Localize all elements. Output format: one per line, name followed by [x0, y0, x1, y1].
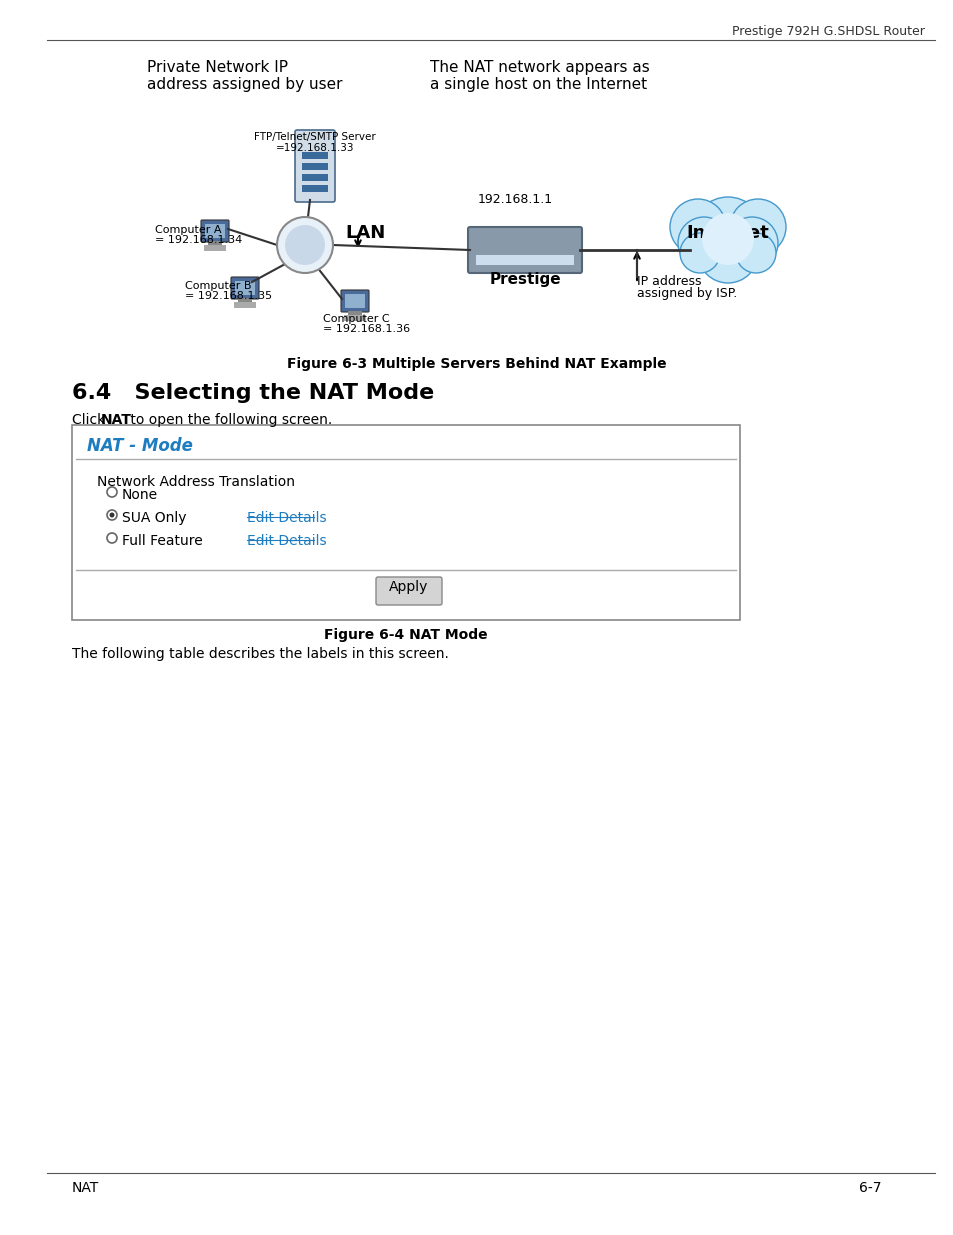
Text: Internet: Internet — [686, 224, 768, 242]
FancyBboxPatch shape — [231, 277, 258, 299]
Text: Network Address Translation: Network Address Translation — [97, 475, 294, 489]
Circle shape — [701, 212, 753, 266]
Circle shape — [110, 513, 114, 517]
Text: = 192.168.1.36: = 192.168.1.36 — [323, 324, 410, 333]
Circle shape — [725, 217, 778, 269]
FancyBboxPatch shape — [340, 290, 369, 312]
Text: Edit Details: Edit Details — [247, 534, 326, 548]
Circle shape — [285, 225, 325, 266]
Text: = 192.168.1.35: = 192.168.1.35 — [185, 291, 272, 301]
Circle shape — [107, 487, 117, 496]
Bar — [302, 185, 328, 191]
Text: 6-7: 6-7 — [859, 1181, 882, 1195]
Text: The following table describes the labels in this screen.: The following table describes the labels… — [71, 647, 449, 661]
Text: Apply: Apply — [389, 580, 428, 594]
Text: a single host on the Internet: a single host on the Internet — [430, 77, 646, 91]
Bar — [208, 241, 222, 246]
Text: Edit Details: Edit Details — [247, 511, 326, 525]
Circle shape — [276, 217, 333, 273]
Circle shape — [678, 217, 729, 269]
Circle shape — [698, 224, 758, 283]
Text: Computer C: Computer C — [323, 314, 389, 324]
Text: to open the following screen.: to open the following screen. — [126, 412, 332, 427]
Text: The NAT network appears as: The NAT network appears as — [430, 61, 649, 75]
Circle shape — [679, 233, 720, 273]
Text: = 192.168.1.34: = 192.168.1.34 — [154, 235, 242, 245]
Bar — [205, 224, 225, 238]
FancyBboxPatch shape — [294, 130, 335, 203]
FancyBboxPatch shape — [468, 227, 581, 273]
Bar — [302, 174, 328, 182]
Bar — [71, 425, 740, 620]
Circle shape — [669, 199, 725, 254]
FancyBboxPatch shape — [201, 220, 229, 242]
Text: Prestige: Prestige — [489, 272, 560, 287]
Text: Computer B: Computer B — [185, 282, 252, 291]
Text: 192.168.1.1: 192.168.1.1 — [477, 193, 553, 206]
Bar — [302, 152, 328, 159]
Text: Prestige 792H G.SHDSL Router: Prestige 792H G.SHDSL Router — [731, 25, 924, 38]
Text: Private Network IP: Private Network IP — [147, 61, 288, 75]
Bar — [233, 303, 255, 308]
Bar — [345, 294, 365, 308]
Text: NAT: NAT — [71, 1181, 99, 1195]
Text: Computer A: Computer A — [154, 225, 221, 235]
Circle shape — [107, 534, 117, 543]
Text: LAN: LAN — [345, 224, 385, 242]
Text: SUA Only: SUA Only — [122, 511, 186, 525]
Text: FTP/Telnet/SMTP Server: FTP/Telnet/SMTP Server — [253, 132, 375, 142]
Text: address assigned by user: address assigned by user — [147, 77, 342, 91]
Circle shape — [691, 198, 763, 269]
Circle shape — [729, 199, 785, 254]
Bar — [204, 245, 226, 251]
Text: NAT - Mode: NAT - Mode — [87, 437, 193, 454]
Text: =192.168.1.33: =192.168.1.33 — [275, 143, 354, 153]
Circle shape — [735, 233, 775, 273]
Text: Full Feature: Full Feature — [122, 534, 203, 548]
Text: NAT: NAT — [101, 412, 132, 427]
Text: 6.4   Selecting the NAT Mode: 6.4 Selecting the NAT Mode — [71, 383, 434, 403]
Circle shape — [107, 510, 117, 520]
Text: Click: Click — [71, 412, 110, 427]
Bar — [234, 282, 254, 295]
Bar — [476, 254, 574, 266]
Bar — [237, 298, 252, 303]
Bar — [344, 315, 366, 321]
Text: assigned by ISP.: assigned by ISP. — [637, 287, 737, 300]
Bar — [302, 163, 328, 170]
FancyBboxPatch shape — [375, 577, 441, 605]
Text: IP address: IP address — [637, 275, 700, 288]
Text: Figure 6-4 NAT Mode: Figure 6-4 NAT Mode — [324, 629, 487, 642]
Bar — [348, 311, 361, 316]
Text: None: None — [122, 488, 158, 501]
Text: Figure 6-3 Multiple Servers Behind NAT Example: Figure 6-3 Multiple Servers Behind NAT E… — [287, 357, 666, 370]
